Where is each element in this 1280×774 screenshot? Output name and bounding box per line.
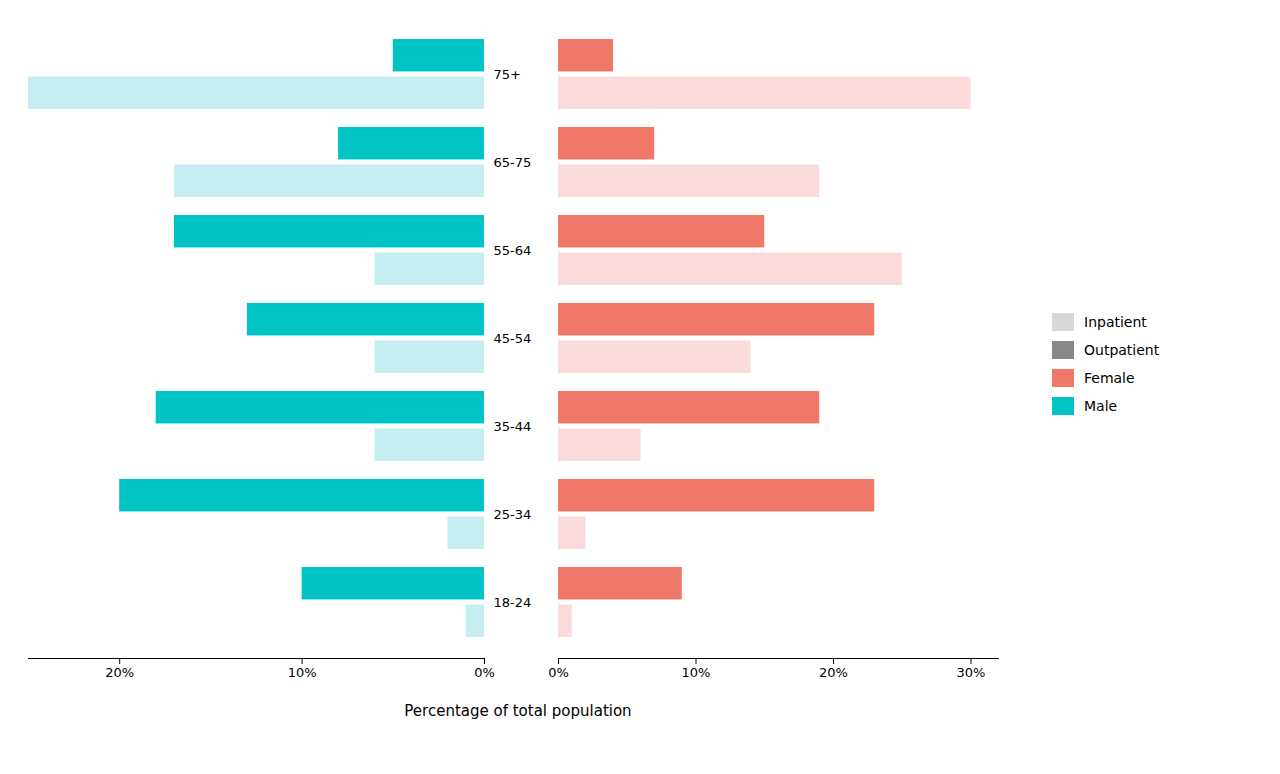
html-text:Percentage of total population: Percentage of total population [404, 702, 632, 720]
svg-text:25-34: 25-34 [494, 507, 532, 522]
svg-text:0%: 0% [474, 665, 495, 680]
html-text:Outpatient: Outpatient [1084, 342, 1160, 358]
svg-text:0%: 0% [548, 665, 569, 680]
svg-text:65-75: 65-75 [494, 155, 532, 170]
svg-text:55-64: 55-64 [494, 243, 532, 258]
html-text:Inpatient: Inpatient [1084, 314, 1147, 330]
svg-text:10%: 10% [288, 665, 317, 680]
html-text:Female: Female [1084, 370, 1135, 386]
svg-text:75+: 75+ [494, 67, 521, 82]
svg-text:20%: 20% [819, 665, 848, 680]
svg-text:35-44: 35-44 [494, 419, 532, 434]
html-text:Male: Male [1084, 398, 1118, 414]
svg-text:45-54: 45-54 [494, 331, 532, 346]
svg-text:10%: 10% [682, 665, 711, 680]
svg-text:30%: 30% [957, 665, 986, 680]
svg-text:18-24: 18-24 [494, 595, 532, 610]
svg-text:20%: 20% [105, 665, 134, 680]
